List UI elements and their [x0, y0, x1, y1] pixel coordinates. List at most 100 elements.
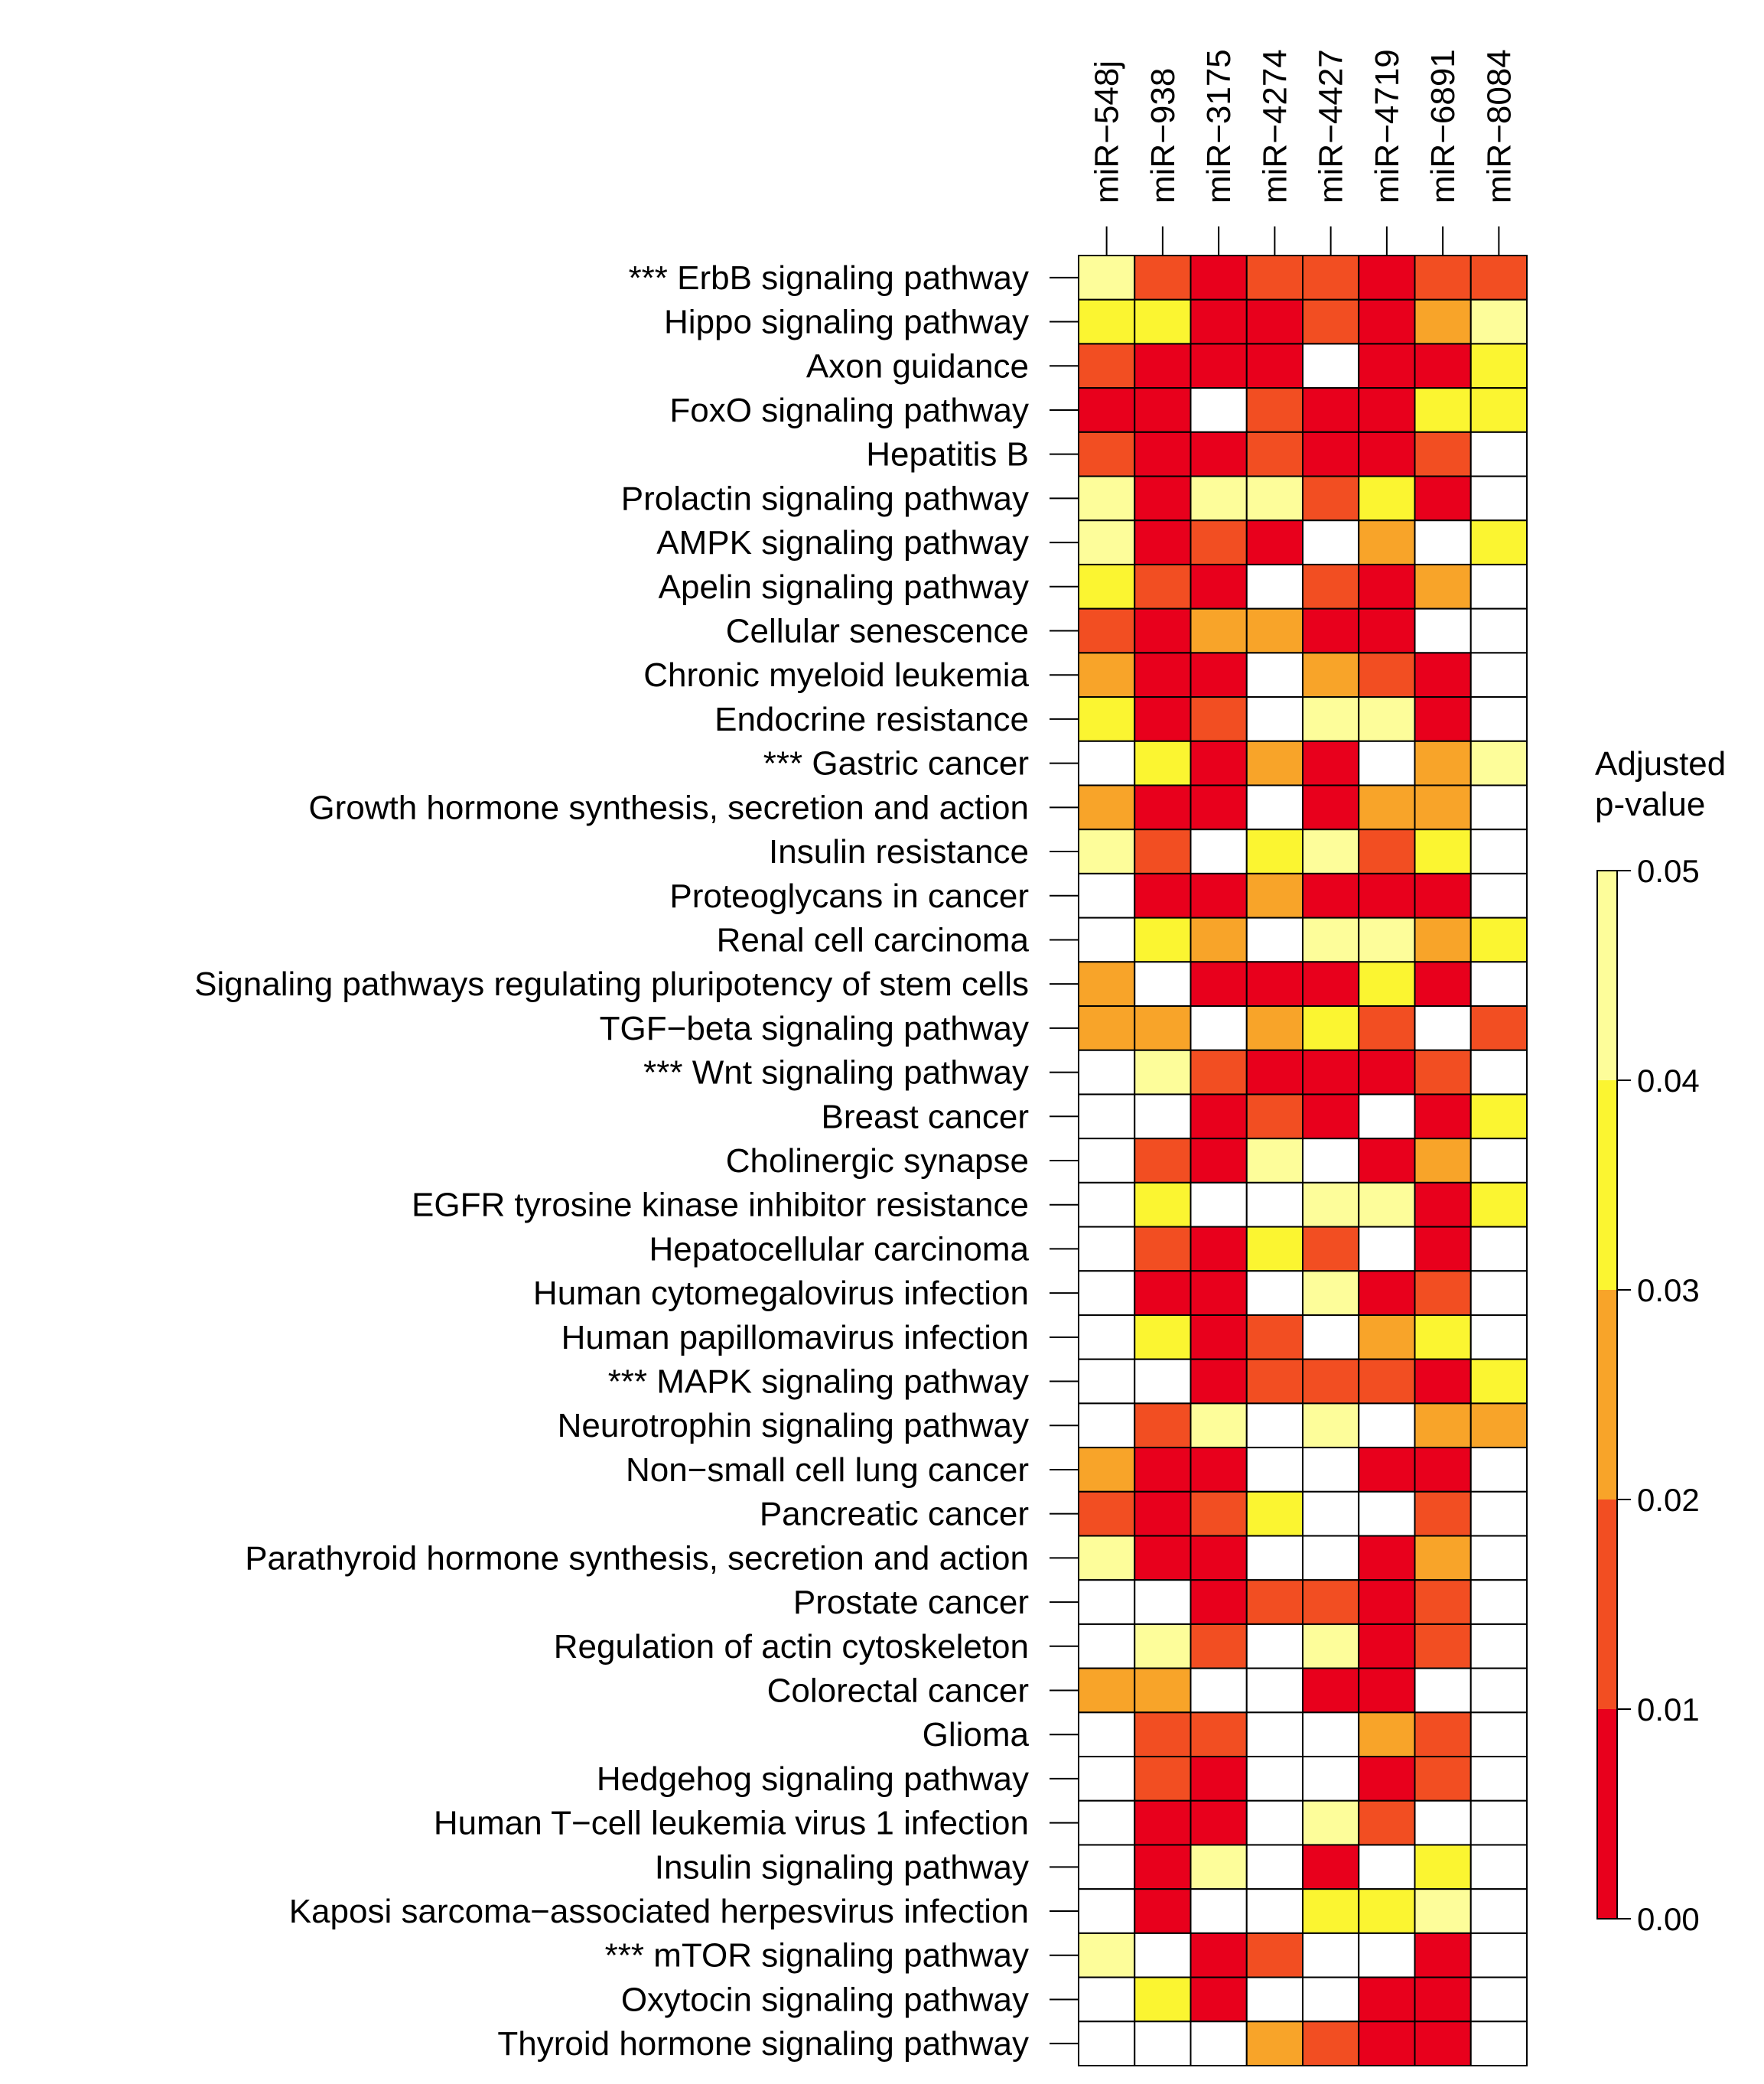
heatmap-cell	[1245, 2021, 1303, 2067]
heatmap-cell	[1078, 740, 1136, 786]
heatmap-cell	[1190, 829, 1248, 874]
column-label: miR−4274	[1256, 49, 1294, 204]
heatmap-cell	[1469, 961, 1528, 1008]
heatmap-cell	[1302, 1711, 1360, 1758]
legend-tick-label: 0.03	[1637, 1272, 1700, 1308]
heatmap-cell	[1190, 1667, 1248, 1714]
heatmap-cell	[1245, 1667, 1303, 1714]
heatmap-cell	[1469, 1711, 1528, 1758]
heatmap-cell	[1302, 1976, 1360, 2023]
row-label: Prolactin signaling pathway	[621, 480, 1029, 517]
heatmap-cell	[1078, 917, 1136, 963]
heatmap-cell	[1245, 872, 1303, 919]
heatmap-cell	[1245, 1711, 1303, 1758]
heatmap-cell	[1190, 1579, 1248, 1625]
heatmap-cell	[1134, 607, 1192, 654]
heatmap-cell	[1245, 1490, 1303, 1537]
row-label: Renal cell carcinoma	[717, 921, 1030, 959]
column-label: miR−938	[1144, 68, 1182, 204]
heatmap-cell	[1358, 917, 1416, 963]
heatmap-cell	[1358, 1888, 1416, 1934]
heatmap-cell	[1078, 2021, 1136, 2067]
heatmap-cell	[1358, 1447, 1416, 1493]
heatmap-cell	[1414, 1932, 1472, 1978]
heatmap-cell	[1302, 1535, 1360, 1581]
heatmap-cell	[1358, 387, 1416, 433]
heatmap-cell	[1469, 255, 1528, 301]
heatmap-cell	[1414, 2021, 1472, 2067]
row-labels: *** ErbB signaling pathway Hippo signalin…	[194, 259, 1079, 2063]
heatmap-cell	[1134, 2021, 1192, 2067]
heatmap-cell	[1358, 1490, 1416, 1537]
heatmap-cell	[1358, 1226, 1416, 1272]
heatmap-cell	[1245, 298, 1303, 345]
heatmap-cell	[1190, 1005, 1248, 1051]
heatmap-cell	[1302, 1447, 1360, 1493]
heatmap-cell	[1134, 1447, 1192, 1493]
legend-tick-label: 0.02	[1637, 1482, 1700, 1518]
heatmap-cell	[1245, 343, 1303, 389]
heatmap-cell	[1469, 696, 1528, 742]
heatmap-cell	[1469, 1093, 1528, 1140]
heatmap-cell	[1414, 1138, 1472, 1184]
heatmap-cell	[1414, 1711, 1472, 1758]
heatmap-cell	[1414, 1226, 1472, 1272]
heatmap-cell	[1302, 2021, 1360, 2067]
row-label: Insulin signaling pathway	[655, 1848, 1029, 1886]
heatmap-cell	[1245, 1270, 1303, 1316]
heatmap-cell	[1190, 1799, 1248, 1846]
heatmap-cell	[1469, 1402, 1528, 1449]
heatmap-cell	[1358, 1579, 1416, 1625]
heatmap-cell	[1358, 1932, 1416, 1978]
row-label: Pancreatic cancer	[760, 1496, 1029, 1533]
heatmap-cell	[1414, 1005, 1472, 1051]
heatmap-cell	[1469, 652, 1528, 698]
heatmap-cell	[1358, 1181, 1416, 1228]
heatmap-cell	[1469, 475, 1528, 522]
row-label: Non−small cell lung cancer	[626, 1451, 1029, 1489]
column-label: miR−4719	[1369, 49, 1406, 204]
heatmap-cell	[1302, 431, 1360, 477]
heatmap-cell	[1414, 917, 1472, 963]
heatmap-cell	[1245, 563, 1303, 610]
heatmap-cell	[1358, 784, 1416, 831]
legend-bar-outline	[1596, 870, 1618, 1920]
heatmap-cell	[1078, 475, 1136, 522]
heatmap-cell	[1078, 1535, 1136, 1581]
heatmap-cell	[1414, 1535, 1472, 1581]
heatmap-cell	[1078, 1181, 1136, 1228]
heatmap-cell	[1302, 1138, 1360, 1184]
heatmap-cell	[1414, 1888, 1472, 1934]
heatmap-cell	[1134, 1932, 1192, 1978]
heatmap-cell	[1078, 519, 1136, 565]
heatmap-cell	[1190, 475, 1248, 522]
heatmap-cell	[1078, 696, 1136, 742]
heatmap-cell	[1302, 696, 1360, 742]
heatmap-cell	[1078, 607, 1136, 654]
heatmap-cell	[1358, 1402, 1416, 1449]
heatmap-cell	[1469, 1888, 1528, 1934]
heatmap-cell	[1190, 1314, 1248, 1360]
heatmap-cell	[1190, 255, 1248, 301]
heatmap-cell	[1134, 1138, 1192, 1184]
column-label: miR−6891	[1424, 49, 1462, 204]
legend-color-bin	[1597, 1290, 1617, 1500]
heatmap-cell	[1078, 1358, 1136, 1405]
heatmap-cell	[1245, 1844, 1303, 1890]
row-label: Human cytomegalovirus infection	[533, 1275, 1029, 1312]
heatmap-cell	[1358, 2021, 1416, 2067]
heatmap-cell	[1078, 1447, 1136, 1493]
heatmap-cell	[1134, 872, 1192, 919]
heatmap-cell	[1414, 1756, 1472, 1802]
heatmap-cell	[1134, 1756, 1192, 1802]
heatmap-cell	[1302, 1667, 1360, 1714]
heatmap-cell	[1078, 1314, 1136, 1360]
heatmap-cell	[1358, 1138, 1416, 1184]
heatmap-cell	[1358, 1358, 1416, 1405]
heatmap-cell	[1134, 652, 1192, 698]
heatmap-cell	[1469, 1535, 1528, 1581]
heatmap-cell	[1245, 1888, 1303, 1934]
heatmap-cell	[1134, 1226, 1192, 1272]
heatmap-cell	[1469, 607, 1528, 654]
heatmap-cell	[1134, 1270, 1192, 1316]
